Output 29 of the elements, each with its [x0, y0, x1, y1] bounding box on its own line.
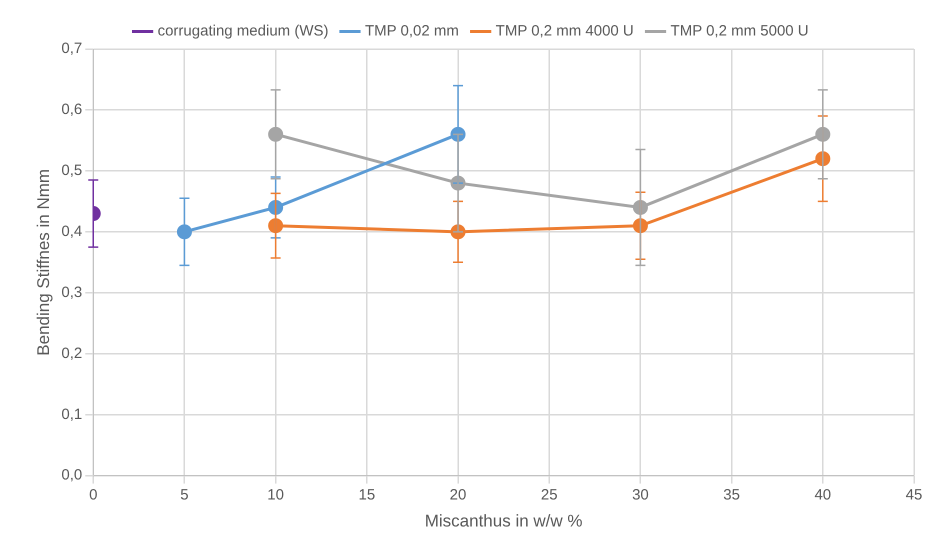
y-axis-title: Bending Stiffnes in Nmm: [34, 168, 53, 356]
y-tick-label: 0,3: [61, 284, 82, 301]
x-tick-label: 40: [814, 486, 832, 504]
legend-label: TMP 0,2 mm 5000 U: [670, 22, 809, 40]
x-tick-label: 25: [540, 486, 558, 504]
x-tick-label: 45: [906, 486, 922, 504]
x-tick-label: 35: [723, 486, 740, 504]
point: [815, 126, 830, 142]
x-tick-label: 10: [267, 486, 284, 504]
point: [268, 126, 284, 142]
x-tick-label: 20: [450, 486, 466, 504]
point: [632, 200, 648, 215]
legend-label: corrugating medium (WS): [158, 22, 328, 40]
y-tick-label: 0,6: [61, 101, 82, 118]
point: [268, 218, 284, 234]
y-tick-label: 0,5: [61, 162, 82, 180]
x-tick-label: 15: [358, 486, 376, 504]
legend-label: TMP 0,2 mm 4000 U: [496, 22, 634, 40]
x-tick-label: 30: [632, 486, 649, 504]
legend-label: TMP 0,02 mm: [364, 22, 459, 40]
x-tick-label: 5: [180, 486, 189, 504]
y-tick-label: 0,1: [61, 406, 82, 423]
point: [176, 224, 192, 240]
y-tick-label: 0,2: [61, 344, 82, 362]
y-tick-label: 0,0: [61, 466, 82, 484]
x-tick-label: 0: [89, 486, 98, 504]
y-tick-label: 0,7: [61, 40, 82, 58]
y-tick-label: 0,4: [61, 222, 82, 240]
x-axis-title: Miscanthus in w/w %: [424, 511, 583, 530]
